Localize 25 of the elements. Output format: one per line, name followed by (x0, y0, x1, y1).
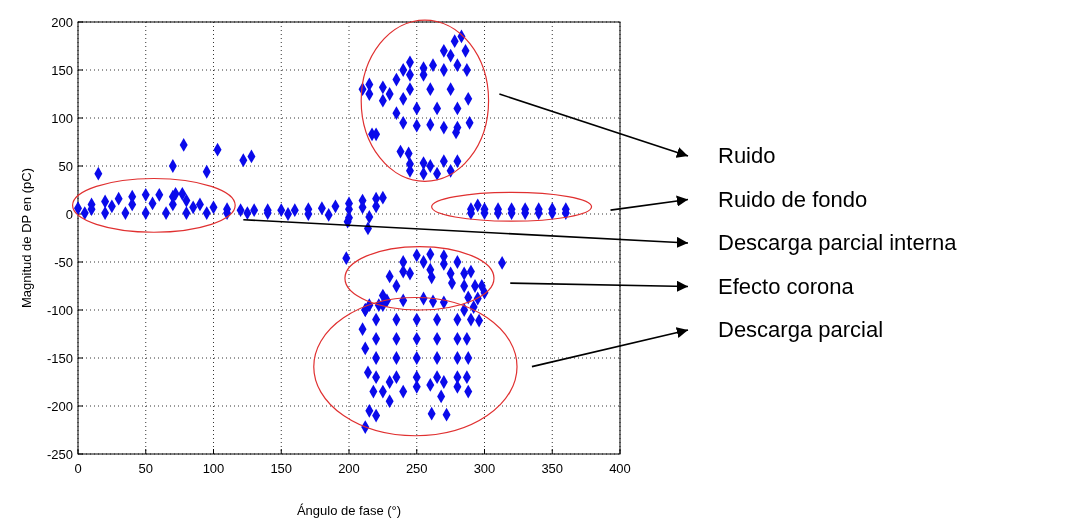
text: Ruido (718, 143, 776, 168)
text: Efecto corona (718, 273, 855, 299)
y-tick-label: -100 (46, 302, 73, 318)
y-tick-label: -150 (46, 350, 73, 366)
y-tick-label: 0 (65, 206, 73, 222)
x-tick-label: 400 (609, 461, 631, 476)
y-tick-label: 50 (58, 158, 73, 174)
y-axis-title: Magnitud de DP en (pC) (19, 168, 34, 308)
text: Ruido de fondo (718, 186, 868, 212)
y-tick-label: -50 (54, 254, 73, 270)
text: Descarga parcial (718, 317, 884, 342)
text: Descarga parcial interna (718, 230, 958, 255)
x-tick-label: 100 (202, 461, 225, 476)
x-tick-label: 200 (338, 461, 360, 476)
x-axis-title: Ángulo de fase (°) (296, 503, 402, 518)
y-tick-label: -250 (46, 446, 73, 462)
x-tick-label: 50 (138, 461, 153, 476)
x-tick-label: 300 (473, 461, 496, 476)
x-tick-label: 250 (405, 461, 428, 476)
x-tick-label: 350 (541, 461, 564, 476)
x-tick-label: 150 (270, 461, 293, 476)
y-tick-label: -200 (46, 398, 73, 414)
y-tick-label: 200 (51, 14, 73, 30)
y-tick-label: 150 (51, 62, 73, 78)
y-tick-label: 100 (51, 110, 73, 126)
